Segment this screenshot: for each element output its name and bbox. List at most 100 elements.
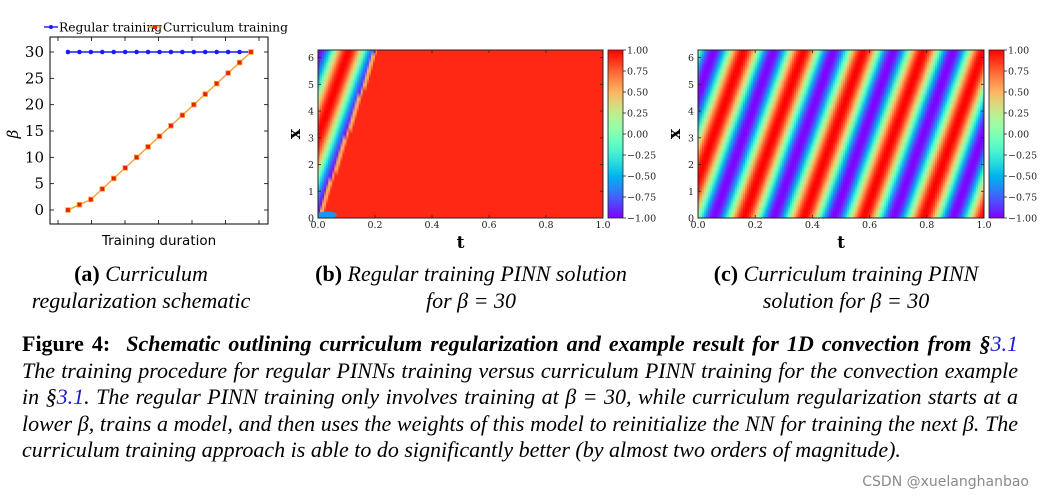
subcaption-c-line2: solution for β = 30	[762, 288, 930, 313]
section-ref-link-1[interactable]: 3.1	[990, 331, 1019, 356]
data-point	[77, 49, 82, 55]
heatmap-xtick: 0.4	[805, 220, 820, 231]
data-point	[225, 49, 231, 55]
data-point	[111, 175, 117, 182]
colorbar-tick: −0.75	[1008, 193, 1037, 204]
data-point	[168, 49, 174, 55]
heatmap-xlabel: t	[837, 233, 845, 252]
artifact-region	[318, 211, 337, 218]
heatmap-xtick: 0.4	[424, 220, 439, 231]
data-point	[88, 196, 94, 203]
colorbar-tick: −0.75	[627, 193, 656, 204]
chart-a-ytick: 0	[34, 201, 44, 219]
legend-marker-icon	[153, 25, 157, 29]
chart-b-regular-pinn-heatmap: 0 1 2 3 4 5 6 0.0 0.2 0.4 0.6 0.8 1.0 t x 1.00 0.75 0.50 0…	[290, 46, 656, 253]
legend-marker-icon	[49, 25, 53, 29]
heatmap-ylabel: x	[290, 128, 305, 139]
colorbar-tick: 1.00	[627, 46, 648, 57]
chart-a-ytick: 15	[25, 122, 44, 140]
subcaption-c: (c) Curriculum training PINN solution fo…	[676, 260, 1016, 314]
heatmap-frame	[317, 49, 604, 219]
chart-a-ylabel: β	[4, 129, 22, 139]
heatmap-ytick: 1	[688, 187, 694, 198]
data-point	[65, 49, 71, 55]
data-point	[76, 202, 83, 208]
data-point	[248, 49, 254, 55]
data-point	[191, 49, 197, 55]
heatmap-xtick: 0.8	[919, 220, 934, 231]
subcaption-b: (b) Regular training PINN solution for β…	[296, 260, 646, 314]
subcaption-b-tag: (b)	[315, 261, 343, 286]
data-point	[100, 49, 105, 55]
watermark: CSDN @xuelanghanbao	[862, 474, 1029, 490]
heatmap-ytick: 4	[308, 107, 314, 118]
heatmap-ytick: 1	[308, 187, 314, 198]
data-point	[202, 49, 208, 55]
colorbar-tick: −0.25	[627, 151, 656, 162]
heatmap-ytick: 3	[308, 133, 314, 144]
subcaption-b-line2: for β = 30	[426, 288, 516, 313]
data-point	[65, 207, 71, 213]
colorbar-tick: −1.00	[1008, 214, 1037, 225]
heatmap-ytick: 2	[308, 160, 314, 171]
data-point	[191, 101, 197, 108]
heatmap-xtick: 0.8	[538, 220, 553, 231]
colorbar-tick: −0.50	[1008, 172, 1037, 183]
subcaption-c-tag: (c)	[713, 261, 739, 286]
data-point	[236, 59, 243, 66]
heatmap-xtick: 0.6	[481, 220, 496, 231]
heatmap-ytick: 0	[688, 214, 694, 225]
heatmap-xtick: 1.0	[595, 220, 610, 231]
data-point	[122, 49, 128, 55]
chart-c-curriculum-pinn-heatmap: 0 1 2 3 4 5 6 0.0 0.2 0.4 0.6 0.8 1.0 t x 1.00 0.75 0.50 0…	[670, 46, 1037, 253]
heatmap-ytick: 4	[688, 107, 694, 118]
heatmap-ytick: 3	[688, 133, 694, 144]
caption-body-1: The training procedure for regular PINNs…	[22, 357, 1018, 410]
data-point	[99, 186, 106, 192]
heatmap-ylabel: x	[670, 128, 685, 139]
figure-label: Figure 4:	[22, 331, 111, 356]
data-point	[156, 133, 163, 139]
heatmap-ytick: 2	[688, 160, 694, 171]
section-ref-link-2[interactable]: 3.1	[56, 384, 85, 409]
data-point	[157, 49, 162, 55]
data-point	[179, 112, 186, 118]
heatmap-xtick: 0.2	[367, 220, 382, 231]
heatmap-xtick: 0.0	[690, 220, 705, 231]
subcaption-b-line1: Regular training PINN solution	[347, 261, 627, 286]
chart-a-ytick: 10	[25, 148, 44, 166]
colorbar	[607, 49, 624, 219]
legend-label: Regular training	[59, 21, 162, 35]
subcaption-a-line1: Curriculum	[105, 261, 208, 286]
figure-caption: Figure 4: Schematic outlining curriculum…	[22, 331, 1018, 464]
heatmap-ytick: 5	[308, 80, 314, 91]
data-point	[133, 154, 140, 161]
heatmap-xtick: 0.6	[862, 220, 877, 231]
colorbar-tick: −0.50	[627, 172, 656, 183]
heatmap-xlabel: t	[457, 233, 465, 252]
colorbar	[988, 49, 1005, 219]
caption-body-2: . The regular PINN training only involve…	[22, 384, 1018, 462]
figure-title: Schematic outlining curriculum regulariz…	[126, 331, 991, 356]
data-point	[145, 144, 151, 150]
colorbar-tick: 1.00	[1008, 46, 1029, 57]
subcaption-a-line2: regularization schematic	[31, 288, 251, 313]
heatmap-frame	[697, 49, 985, 219]
heatmap-ytick: 6	[688, 53, 694, 64]
subcaption-a: (a) Curriculum regularization schematic	[0, 260, 282, 314]
data-point	[214, 49, 219, 55]
data-point	[111, 49, 117, 55]
colorbar-tick: 0.25	[627, 109, 648, 120]
chart-a-xlabel: Training duration	[101, 233, 216, 249]
chart-a-curriculum-schematic: Regular training Curriculum training 0 5 10…	[4, 21, 288, 250]
colorbar-tick: 0.50	[1008, 88, 1029, 99]
colorbar-tick: 0.50	[627, 88, 648, 99]
data-point	[225, 70, 231, 76]
chart-a-frame	[49, 36, 269, 225]
colorbar-tick: −1.00	[627, 214, 656, 225]
heatmap-ytick: 5	[688, 80, 694, 91]
data-point	[168, 123, 174, 129]
colorbar-tick: −0.25	[1008, 151, 1037, 162]
series-line-curriculum	[67, 51, 252, 211]
heatmap-ytick: 0	[308, 214, 314, 225]
